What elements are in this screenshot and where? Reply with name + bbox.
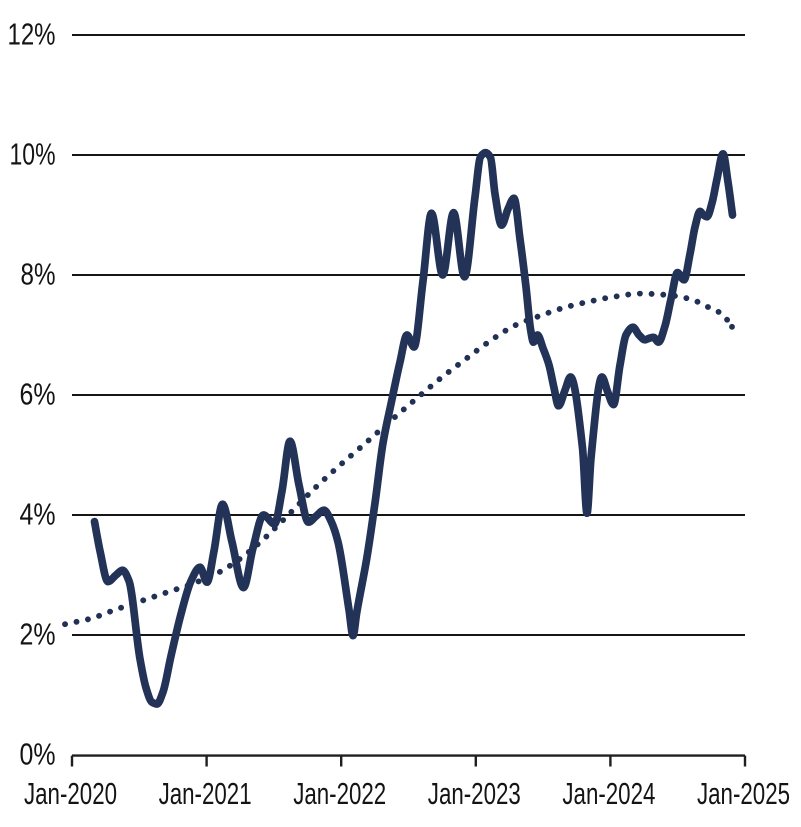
svg-text:2%: 2% — [20, 619, 56, 652]
svg-text:12%: 12% — [8, 19, 56, 52]
svg-text:Jan-2024: Jan-2024 — [562, 778, 655, 811]
svg-text:10%: 10% — [10, 139, 56, 172]
svg-text:Jan-2023: Jan-2023 — [428, 778, 521, 811]
svg-text:6%: 6% — [20, 379, 56, 412]
svg-text:Jan-2020: Jan-2020 — [24, 778, 117, 811]
svg-text:4%: 4% — [20, 499, 56, 532]
svg-text:Jan-2022: Jan-2022 — [293, 778, 386, 811]
svg-text:8%: 8% — [21, 259, 56, 292]
svg-text:0%: 0% — [20, 739, 56, 772]
svg-text:Jan-2021: Jan-2021 — [159, 778, 252, 811]
svg-text:Jan-2025: Jan-2025 — [697, 778, 790, 811]
